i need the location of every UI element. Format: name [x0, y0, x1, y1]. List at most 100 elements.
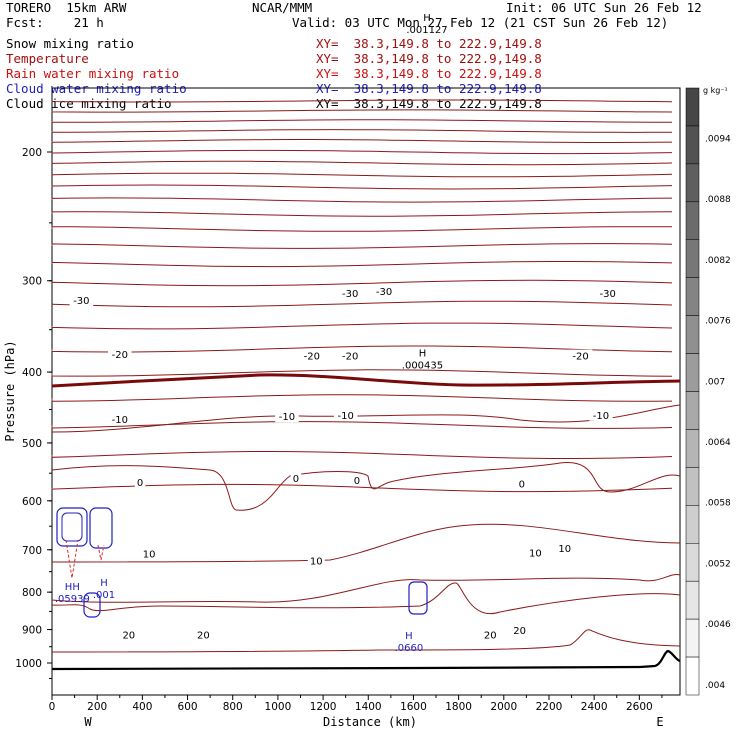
y-tick-label: 900	[22, 625, 42, 637]
temperature-label: -10	[593, 411, 609, 422]
temperature-label: 0	[519, 480, 525, 491]
extremum-marker: H	[419, 348, 427, 359]
isotherm-line	[51, 172, 673, 178]
extremum-marker: HH	[65, 582, 80, 593]
extremum-value: .001127	[406, 25, 447, 36]
x-tick-label: 0	[49, 701, 56, 713]
temperature-label: -20	[572, 352, 588, 363]
temperature-label: -10	[112, 415, 128, 426]
temperature-label-background	[338, 349, 362, 362]
plot-frame	[51, 87, 681, 696]
colorbar-label: .0088	[705, 195, 731, 205]
rain-water-contour	[97, 544, 105, 561]
colorbar-label: .0052	[705, 559, 731, 569]
legend-xy-temperature: XY= 38.3,149.8 to 222.9,149.8	[316, 51, 542, 66]
colorbar-label: .0046	[705, 620, 731, 630]
colorbar: .0094 .0088 .0082 .0076 .007 .0064 .0058 .0052.…	[685, 87, 731, 696]
extremum-value: .001	[93, 590, 115, 601]
isotherm-line	[51, 261, 673, 268]
y-tick-label: 500	[22, 438, 42, 450]
x-tick-label: 2400	[581, 701, 608, 713]
isotherm-line	[51, 300, 673, 308]
model-title: TORERO 15km ARW	[6, 0, 127, 15]
temperature-label-background	[134, 475, 146, 488]
cloud-water-contour	[61, 512, 83, 542]
temperature-label: -30	[342, 289, 358, 300]
colorbar-swatch	[685, 125, 700, 165]
temperature-label-background	[108, 347, 132, 360]
y-tick-label: 800	[22, 587, 42, 599]
colorbar-label: .004	[705, 681, 725, 691]
colorbar-label: .0058	[705, 499, 731, 509]
legend-name-snow: Snow mixing ratio	[6, 36, 134, 51]
temperature-label-background	[333, 408, 358, 421]
colorbar-label: .0076	[705, 317, 731, 327]
temperature-label: -20	[304, 352, 320, 363]
extrema-labels: H.001127H.000435.000330H.0660H.001HH.059…	[55, 13, 448, 654]
cloud-water-contour	[408, 581, 428, 615]
x-tick-label: 1600	[400, 701, 427, 713]
colorbar-swatch	[685, 543, 700, 582]
isotherm-line	[51, 582, 681, 615]
colorbar-label: .0064	[705, 438, 731, 448]
temperature-label: 20	[122, 630, 135, 641]
temperature-label: -30	[376, 287, 392, 298]
y-axis-ticks: 200 300 400 500 600 700 800 900 1000	[15, 147, 52, 679]
temperature-label-background	[108, 412, 132, 425]
extremum-value: .0660	[395, 643, 424, 654]
temperature-label-background	[595, 287, 620, 300]
isotherm-line	[51, 523, 681, 563]
y-tick-label: 1000	[15, 658, 42, 670]
temperature-label-background	[69, 294, 94, 307]
legend-xy-snow: XY= 38.3,149.8 to 222.9,149.8	[316, 36, 542, 51]
colorbar-swatch	[685, 163, 700, 203]
colorbar-label: .0082	[705, 256, 731, 266]
colorbar-label: .007	[705, 377, 725, 387]
terrain-surface	[51, 649, 681, 671]
isotherm-line	[51, 322, 673, 330]
temperature-label: 0	[137, 478, 143, 489]
temperature-label-background	[300, 349, 324, 362]
temperature-label-background	[372, 285, 396, 298]
cloud-water-contour	[89, 507, 113, 549]
isotherm-line	[51, 345, 673, 353]
temperature-label-background	[516, 477, 528, 490]
y-tick-label: 200	[22, 147, 42, 159]
temperature-label-background	[526, 546, 544, 559]
temperature-label-background	[140, 547, 158, 560]
x-tick-label: 2200	[536, 701, 563, 713]
temperature-label: -20	[112, 350, 128, 361]
colorbar-swatch	[685, 505, 700, 544]
extremum-marker: H	[423, 13, 431, 24]
colorbar-swatch	[685, 87, 700, 127]
x-axis-west-label: W	[84, 715, 92, 729]
isotherm-line	[51, 197, 673, 203]
temperature-label: -10	[279, 412, 295, 423]
temperature-label-background	[290, 471, 302, 484]
rain-water-contour	[65, 539, 79, 579]
isotherm-line	[51, 243, 673, 249]
isotherm-line	[51, 129, 672, 133]
y-tick-label: 600	[22, 496, 42, 508]
legend-name-temperature: Temperature	[6, 51, 89, 66]
isotherm-line	[51, 211, 673, 217]
isotherm-line	[51, 99, 673, 103]
temperature-label: 20	[513, 626, 526, 637]
colorbar-swatch	[685, 580, 700, 620]
colorbar-label: .0094	[705, 135, 731, 145]
isotherm-line	[51, 139, 673, 143]
isotherm-line	[51, 149, 673, 155]
isotherm-line	[51, 574, 681, 603]
colorbar-swatch	[685, 277, 700, 316]
temperature-label: -10	[337, 411, 353, 422]
y-tick-label: 300	[22, 276, 42, 288]
legend-name-cloud-ice: Cloud ice mixing ratio	[6, 96, 172, 111]
temperature-label-background	[481, 628, 499, 641]
temperature-label: 20	[197, 630, 210, 641]
temperature-label: 10	[310, 556, 323, 567]
colorbar-swatch	[685, 239, 700, 278]
temperature-label: -30	[600, 289, 616, 300]
x-tick-label: 1400	[355, 701, 382, 713]
temperature-isotherms	[51, 99, 681, 653]
